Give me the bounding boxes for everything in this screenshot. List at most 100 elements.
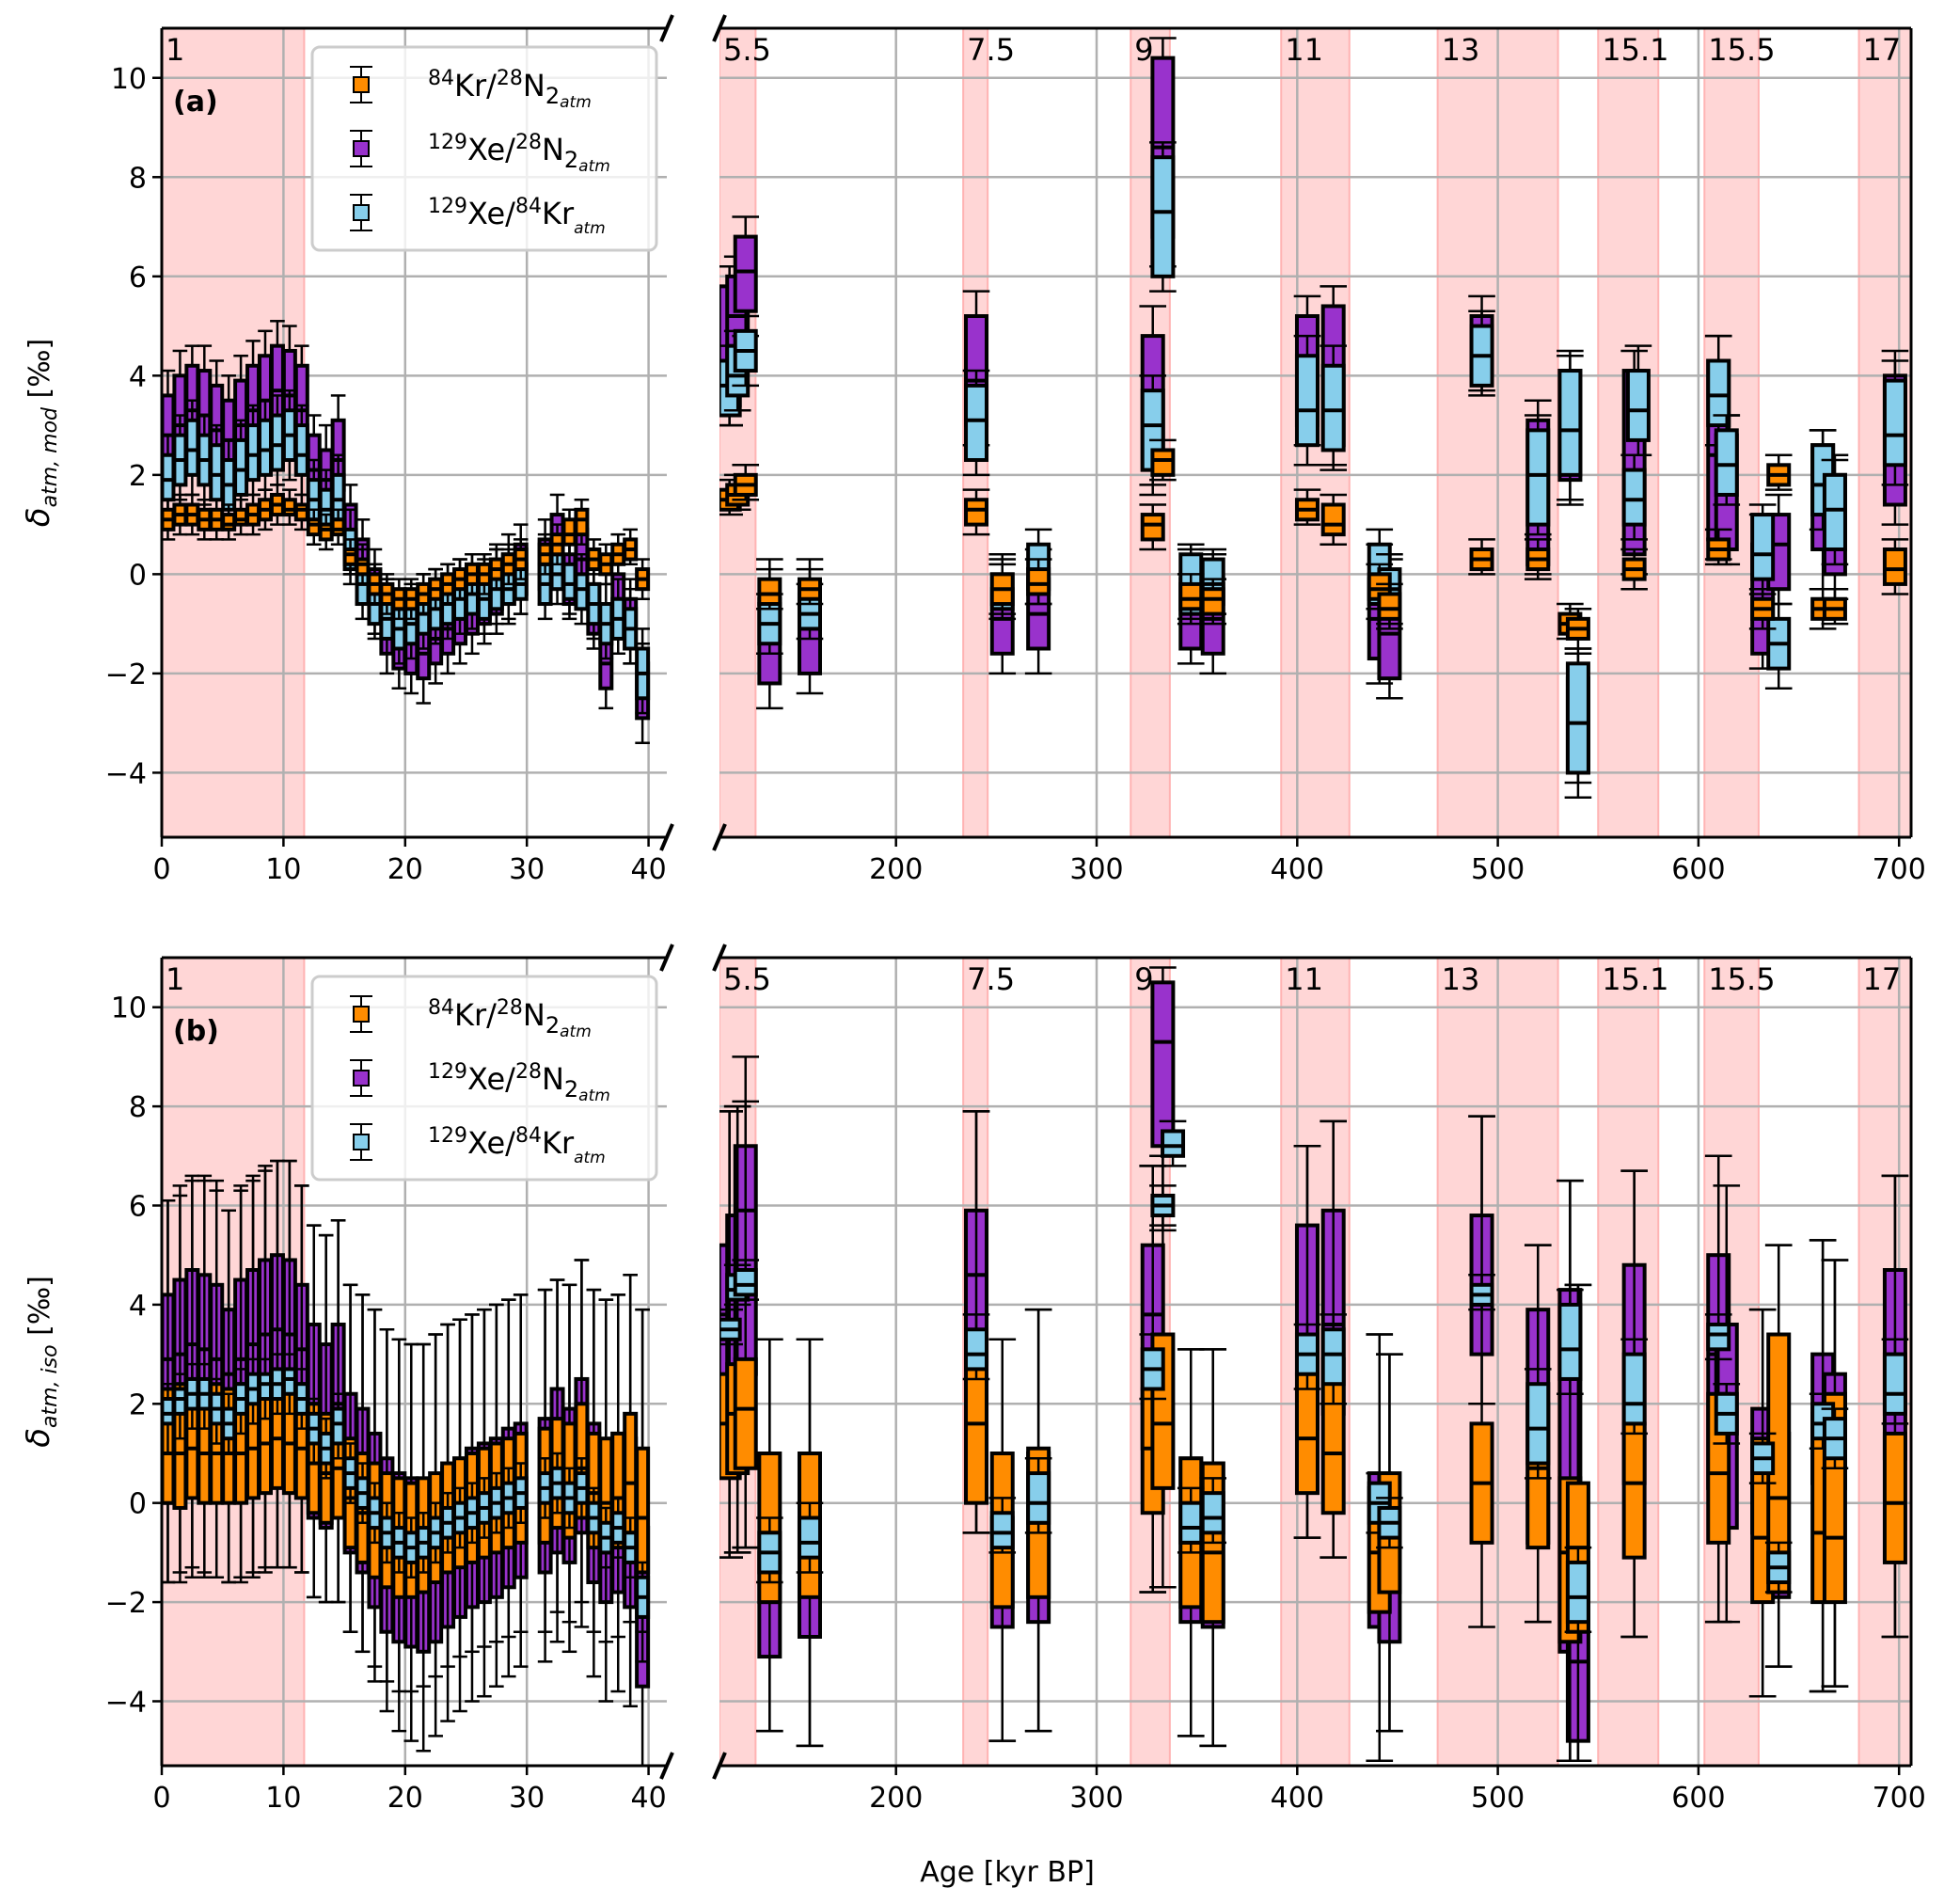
legend-entry-label: 129Xe/28N2atm (428, 1060, 610, 1105)
box-plot (635, 627, 651, 715)
axes-segment-2: 200 300 400 500 600 700 (712, 14, 1926, 886)
y-axis: −4 −2 0 2 4 6 8 10 δatm, iso [‰] (20, 992, 162, 1719)
axis-break-mark (659, 944, 674, 972)
mis-stage-label: 15.5 (1708, 961, 1775, 997)
legend-superscript: 84 (428, 67, 454, 90)
box (1320, 502, 1346, 537)
box (1178, 581, 1204, 611)
box-plot (1199, 578, 1227, 626)
box-plot (610, 532, 626, 576)
box (964, 498, 989, 527)
box-plot (513, 1462, 529, 1525)
x-tick-label: 500 (1471, 1782, 1525, 1815)
box-plot (1376, 1497, 1403, 1549)
box-plot (623, 528, 639, 566)
y-tick-label: 0 (129, 1488, 147, 1521)
box-plot (1748, 587, 1777, 630)
mis-stage-label: 7.5 (967, 32, 1015, 68)
y-tick-label: −4 (105, 757, 147, 790)
axis-break-mark (712, 823, 727, 851)
box-plot (1468, 309, 1495, 397)
box-plot (355, 547, 371, 586)
mis-stage-label: 5.5 (723, 32, 771, 68)
box (293, 423, 309, 477)
box-plot (1024, 558, 1052, 606)
axes-segment-2: 200 300 400 500 600 700 (712, 944, 1926, 1815)
y-tick-label: 4 (129, 360, 147, 393)
box-plot (293, 404, 309, 497)
box (1565, 661, 1590, 775)
box (257, 1372, 273, 1402)
box-plot (1624, 344, 1652, 456)
series-kr_n2 (162, 438, 1909, 650)
box-plot (732, 464, 760, 501)
box-plot (1620, 1169, 1648, 1639)
box (1557, 1302, 1583, 1381)
box-plot (1564, 608, 1592, 650)
box-plot (318, 1417, 334, 1480)
box (269, 413, 285, 472)
legend-entry-label: 129Xe/28N2atm (428, 131, 610, 176)
box-plot (269, 484, 285, 526)
box-plot (513, 538, 529, 580)
box-plot (293, 493, 309, 532)
box-plot (1748, 1432, 1777, 1484)
box-plot (1199, 1348, 1227, 1748)
x-tick-label: 20 (387, 1782, 423, 1815)
box-plot (962, 369, 990, 477)
box (330, 517, 346, 537)
mis-stage-label: 13 (1442, 32, 1480, 68)
y-axis-title-unit: [‰] (24, 339, 56, 407)
y-axis-title-symbol: δ (20, 507, 57, 527)
box-plot (1704, 1313, 1732, 1361)
box (574, 507, 590, 537)
box-plot (962, 1110, 990, 1534)
box (1140, 513, 1165, 542)
box (1882, 547, 1907, 586)
axis-break-mark (659, 823, 674, 851)
legend-subscript: atm (578, 1087, 610, 1105)
box (989, 1511, 1015, 1550)
box (233, 437, 249, 497)
legend-superscript: 129 (428, 1124, 467, 1148)
box-plot (1376, 582, 1403, 630)
box-plot (318, 513, 334, 551)
box (184, 418, 200, 477)
box-plot (1764, 1244, 1793, 1668)
box-plot (635, 558, 651, 600)
x-tick-label: 300 (1069, 853, 1123, 886)
box-plot (574, 553, 590, 626)
series-xe_kr (162, 1119, 1909, 1633)
box-plot (796, 1501, 824, 1574)
box-plot (756, 567, 783, 611)
box (1150, 448, 1176, 477)
axes-segment-1: 0 10 20 30 40 (152, 14, 674, 886)
legend-superscript: 84 (515, 195, 542, 218)
box (1178, 1500, 1204, 1545)
box-plot (796, 567, 824, 606)
box-plot (586, 563, 602, 641)
legend-entry-label: 84Kr/28N2atm (428, 67, 592, 112)
box-plot (756, 1516, 783, 1584)
box (733, 234, 758, 313)
y-tick-label: 8 (129, 162, 147, 195)
box (281, 1367, 297, 1396)
legend-entry-label: 129Xe/84Kratm (428, 195, 606, 238)
box (1320, 363, 1346, 452)
box (1621, 1421, 1647, 1560)
box-plot (719, 1308, 743, 1346)
box (1026, 1471, 1051, 1525)
box-plot (1821, 1259, 1849, 1688)
box-plot (1524, 1368, 1552, 1480)
box-plot (1713, 414, 1741, 506)
box (1320, 1327, 1346, 1387)
x-tick-label: 300 (1069, 1782, 1123, 1815)
box-plot (1468, 1115, 1495, 1628)
box-plot (330, 1392, 346, 1460)
legend-element: Kr (542, 1125, 575, 1161)
box-plot (1764, 453, 1793, 491)
box-plot (1159, 1119, 1187, 1167)
box-plot (1764, 602, 1793, 690)
box (1822, 472, 1847, 551)
box (964, 1327, 989, 1372)
